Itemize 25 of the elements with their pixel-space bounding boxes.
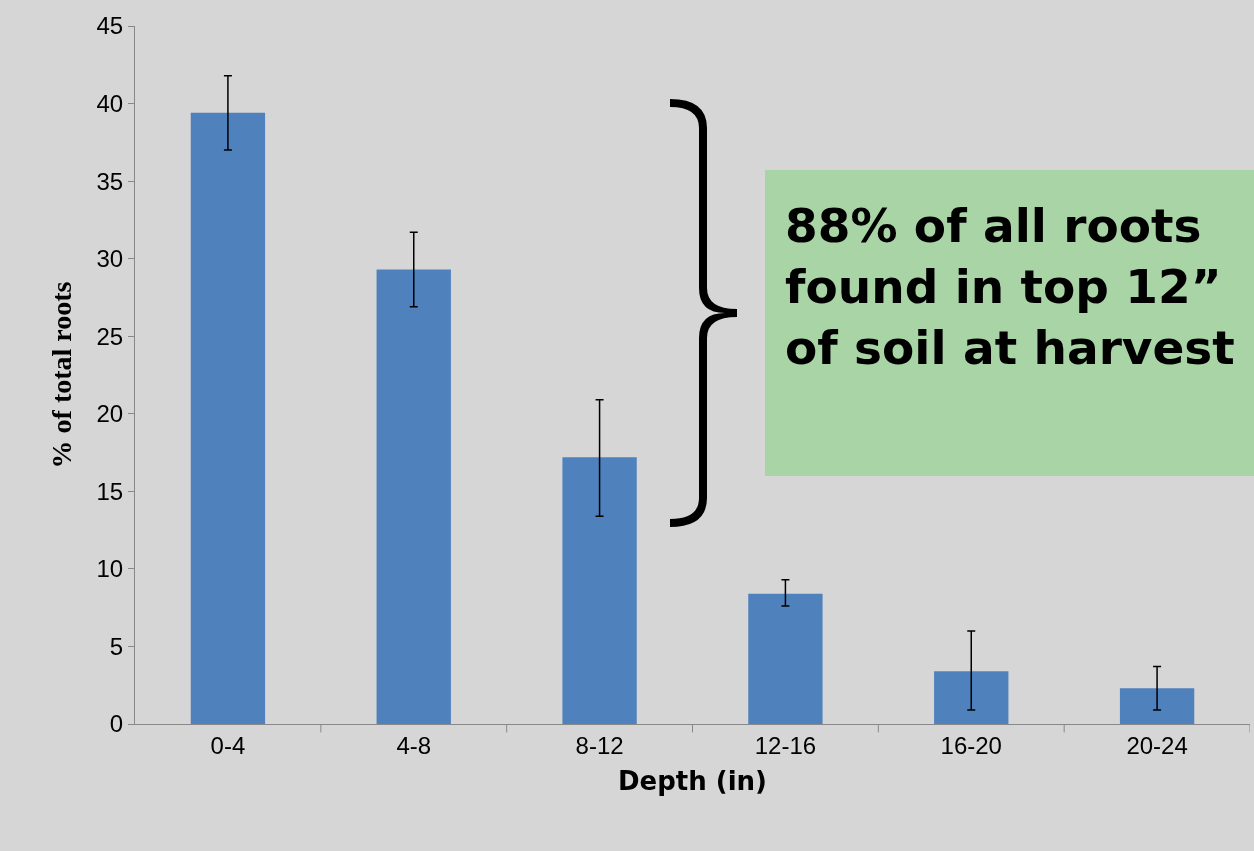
bar <box>562 457 637 724</box>
bar <box>934 671 1009 724</box>
x-tick-label: 4-8 <box>396 731 432 759</box>
bar <box>190 112 266 724</box>
x-tick-label: 16-20 <box>940 731 1002 759</box>
y-tick-label: 0 <box>109 710 124 738</box>
y-tick-label: 5 <box>109 632 124 660</box>
y-tick-label: 20 <box>96 400 124 428</box>
bar <box>748 593 823 724</box>
y-tick-label: 30 <box>96 245 124 273</box>
y-tick-label: 10 <box>96 555 124 583</box>
x-tick-label: 20-24 <box>1126 731 1188 759</box>
y-tick-label: 25 <box>96 322 124 350</box>
y-tick-label: 15 <box>96 477 124 505</box>
bar <box>1119 688 1195 724</box>
bar <box>376 269 451 724</box>
y-tick-label: 45 <box>96 12 124 40</box>
y-tick-label: 40 <box>96 89 124 117</box>
x-tick-label: 12-16 <box>754 731 817 759</box>
y-tick-label: 35 <box>96 167 124 195</box>
y-axis-title: % of total roots <box>46 281 78 469</box>
x-axis-title: Depth (in) <box>617 766 768 797</box>
x-tick-label: 0-4 <box>210 731 246 759</box>
annotation: 88% of all roots found in top 12” of soil at harvest <box>785 197 1236 378</box>
x-tick-label: 8-12 <box>575 731 624 759</box>
